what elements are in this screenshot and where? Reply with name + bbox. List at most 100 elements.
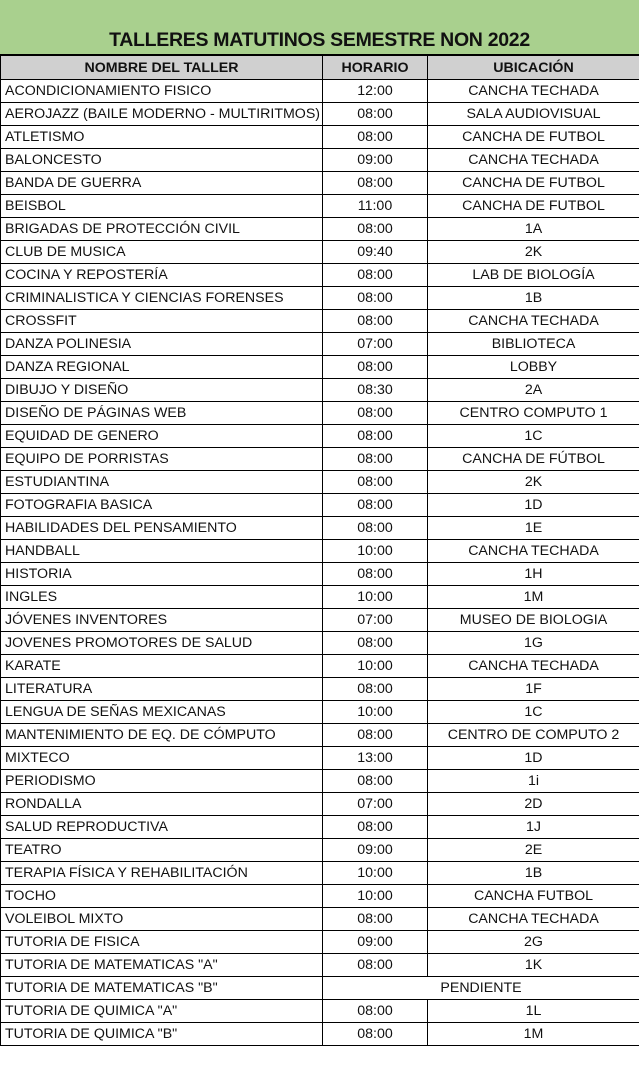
sheet-title-cell[interactable]: TALLERES MATUTINOS SEMESTRE NON 2022 — [0, 0, 639, 55]
cell-ubicacion[interactable]: CANCHA TECHADA — [427, 539, 639, 563]
cell-horario[interactable]: 08:00 — [322, 999, 428, 1023]
cell-nombre[interactable]: KARATE — [0, 654, 323, 678]
cell-ubicacion[interactable]: 1i — [427, 769, 639, 793]
cell-nombre[interactable]: CROSSFIT — [0, 309, 323, 333]
cell-horario[interactable]: 08:00 — [322, 470, 428, 494]
cell-horario[interactable]: 08:00 — [322, 631, 428, 655]
cell-ubicacion[interactable]: 1B — [427, 861, 639, 885]
cell-ubicacion[interactable]: 2G — [427, 930, 639, 954]
cell-nombre[interactable]: EQUIDAD DE GENERO — [0, 424, 323, 448]
cell-horario[interactable]: 08:00 — [322, 723, 428, 747]
cell-nombre[interactable]: LENGUA DE SEÑAS MEXICANAS — [0, 700, 323, 724]
cell-ubicacion[interactable]: CANCHA TECHADA — [427, 79, 639, 103]
cell-horario[interactable]: 10:00 — [322, 539, 428, 563]
cell-nombre[interactable]: HANDBALL — [0, 539, 323, 563]
cell-ubicacion[interactable]: 1M — [427, 1022, 639, 1046]
cell-nombre[interactable]: TUTORIA DE MATEMATICAS "B" — [0, 976, 323, 1000]
cell-horario[interactable]: 11:00 — [322, 194, 428, 218]
cell-ubicacion[interactable]: CANCHA TECHADA — [427, 654, 639, 678]
cell-horario[interactable]: 12:00 — [322, 79, 428, 103]
cell-nombre[interactable]: BALONCESTO — [0, 148, 323, 172]
cell-nombre[interactable]: TERAPIA FÍSICA Y REHABILITACIÓN — [0, 861, 323, 885]
cell-nombre[interactable]: TEATRO — [0, 838, 323, 862]
cell-nombre[interactable]: COCINA Y REPOSTERÍA — [0, 263, 323, 287]
cell-horario[interactable]: 09:40 — [322, 240, 428, 264]
cell-nombre[interactable]: DANZA POLINESIA — [0, 332, 323, 356]
cell-ubicacion[interactable]: CENTRO DE COMPUTO 2 — [427, 723, 639, 747]
cell-ubicacion[interactable]: CANCHA TECHADA — [427, 309, 639, 333]
cell-horario[interactable]: 08:00 — [322, 355, 428, 379]
cell-nombre[interactable]: BANDA DE GUERRA — [0, 171, 323, 195]
cell-nombre[interactable]: BEISBOL — [0, 194, 323, 218]
cell-ubicacion[interactable]: CANCHA DE FUTBOL — [427, 171, 639, 195]
header-nombre[interactable]: NOMBRE DEL TALLER — [0, 55, 323, 80]
cell-nombre[interactable]: JÓVENES INVENTORES — [0, 608, 323, 632]
cell-horario[interactable]: 08:00 — [322, 953, 428, 977]
cell-nombre[interactable]: ATLETISMO — [0, 125, 323, 149]
cell-nombre[interactable]: HABILIDADES DEL PENSAMIENTO — [0, 516, 323, 540]
cell-nombre[interactable]: DIBUJO Y DISEÑO — [0, 378, 323, 402]
cell-nombre[interactable]: ACONDICIONAMIENTO FISICO — [0, 79, 323, 103]
cell-ubicacion[interactable]: 2E — [427, 838, 639, 862]
cell-horario[interactable]: 09:00 — [322, 838, 428, 862]
cell-horario[interactable]: 08:00 — [322, 562, 428, 586]
cell-ubicacion[interactable]: BIBLIOTECA — [427, 332, 639, 356]
cell-ubicacion[interactable]: 1H — [427, 562, 639, 586]
cell-nombre[interactable]: TOCHO — [0, 884, 323, 908]
cell-horario[interactable]: 08:00 — [322, 102, 428, 126]
cell-horario[interactable]: 13:00 — [322, 746, 428, 770]
cell-ubicacion[interactable]: 1F — [427, 677, 639, 701]
cell-ubicacion[interactable]: LAB DE BIOLOGÍA — [427, 263, 639, 287]
cell-nombre[interactable]: EQUIPO DE PORRISTAS — [0, 447, 323, 471]
cell-ubicacion[interactable]: 1L — [427, 999, 639, 1023]
cell-ubicacion[interactable]: CANCHA TECHADA — [427, 148, 639, 172]
cell-horario[interactable]: 08:00 — [322, 447, 428, 471]
cell-ubicacion[interactable]: CANCHA DE FUTBOL — [427, 194, 639, 218]
cell-horario[interactable]: 10:00 — [322, 884, 428, 908]
cell-nombre[interactable]: RONDALLA — [0, 792, 323, 816]
cell-ubicacion[interactable]: 1K — [427, 953, 639, 977]
cell-ubicacion[interactable]: CANCHA TECHADA — [427, 907, 639, 931]
cell-nombre[interactable]: SALUD REPRODUCTIVA — [0, 815, 323, 839]
cell-ubicacion[interactable]: CANCHA DE FUTBOL — [427, 125, 639, 149]
cell-horario[interactable]: 08:00 — [322, 217, 428, 241]
cell-nombre[interactable]: AEROJAZZ (BAILE MODERNO - MULTIRITMOS) — [0, 102, 323, 126]
cell-horario[interactable]: 08:00 — [322, 171, 428, 195]
cell-ubicacion[interactable]: MUSEO DE BIOLOGIA — [427, 608, 639, 632]
cell-nombre[interactable]: VOLEIBOL MIXTO — [0, 907, 323, 931]
header-ubicacion[interactable]: UBICACIÓN — [427, 55, 639, 80]
cell-ubicacion[interactable]: 1D — [427, 493, 639, 517]
cell-nombre[interactable]: FOTOGRAFIA BASICA — [0, 493, 323, 517]
cell-horario[interactable]: 08:00 — [322, 424, 428, 448]
cell-nombre[interactable]: JOVENES PROMOTORES DE SALUD — [0, 631, 323, 655]
cell-ubicacion[interactable]: 1C — [427, 700, 639, 724]
cell-nombre[interactable]: TUTORIA DE FISICA — [0, 930, 323, 954]
cell-horario[interactable]: 07:00 — [322, 608, 428, 632]
cell-ubicacion[interactable]: 1B — [427, 286, 639, 310]
cell-horario[interactable]: 08:00 — [322, 907, 428, 931]
cell-ubicacion[interactable]: 1A — [427, 217, 639, 241]
cell-ubicacion[interactable]: 1G — [427, 631, 639, 655]
cell-nombre[interactable]: PERIODISMO — [0, 769, 323, 793]
cell-horario[interactable]: 08:00 — [322, 401, 428, 425]
cell-ubicacion[interactable]: 2A — [427, 378, 639, 402]
cell-horario[interactable]: 08:00 — [322, 815, 428, 839]
cell-nombre[interactable]: MIXTECO — [0, 746, 323, 770]
cell-horario[interactable]: 08:00 — [322, 1022, 428, 1046]
cell-horario[interactable]: 08:00 — [322, 677, 428, 701]
cell-nombre[interactable]: ESTUDIANTINA — [0, 470, 323, 494]
cell-ubicacion[interactable]: 1D — [427, 746, 639, 770]
cell-horario[interactable]: 08:30 — [322, 378, 428, 402]
cell-horario[interactable]: 10:00 — [322, 861, 428, 885]
cell-ubicacion[interactable]: CANCHA DE FÚTBOL — [427, 447, 639, 471]
cell-ubicacion[interactable]: 1M — [427, 585, 639, 609]
cell-nombre[interactable]: DISEÑO DE PÁGINAS WEB — [0, 401, 323, 425]
cell-nombre[interactable]: TUTORIA DE QUIMICA "B" — [0, 1022, 323, 1046]
cell-horario[interactable]: 07:00 — [322, 332, 428, 356]
cell-ubicacion[interactable]: LOBBY — [427, 355, 639, 379]
cell-horario[interactable]: 07:00 — [322, 792, 428, 816]
cell-horario[interactable]: 08:00 — [322, 309, 428, 333]
cell-horario[interactable]: 08:00 — [322, 125, 428, 149]
cell-ubicacion[interactable]: 2D — [427, 792, 639, 816]
cell-nombre[interactable]: BRIGADAS DE PROTECCIÓN CIVIL — [0, 217, 323, 241]
